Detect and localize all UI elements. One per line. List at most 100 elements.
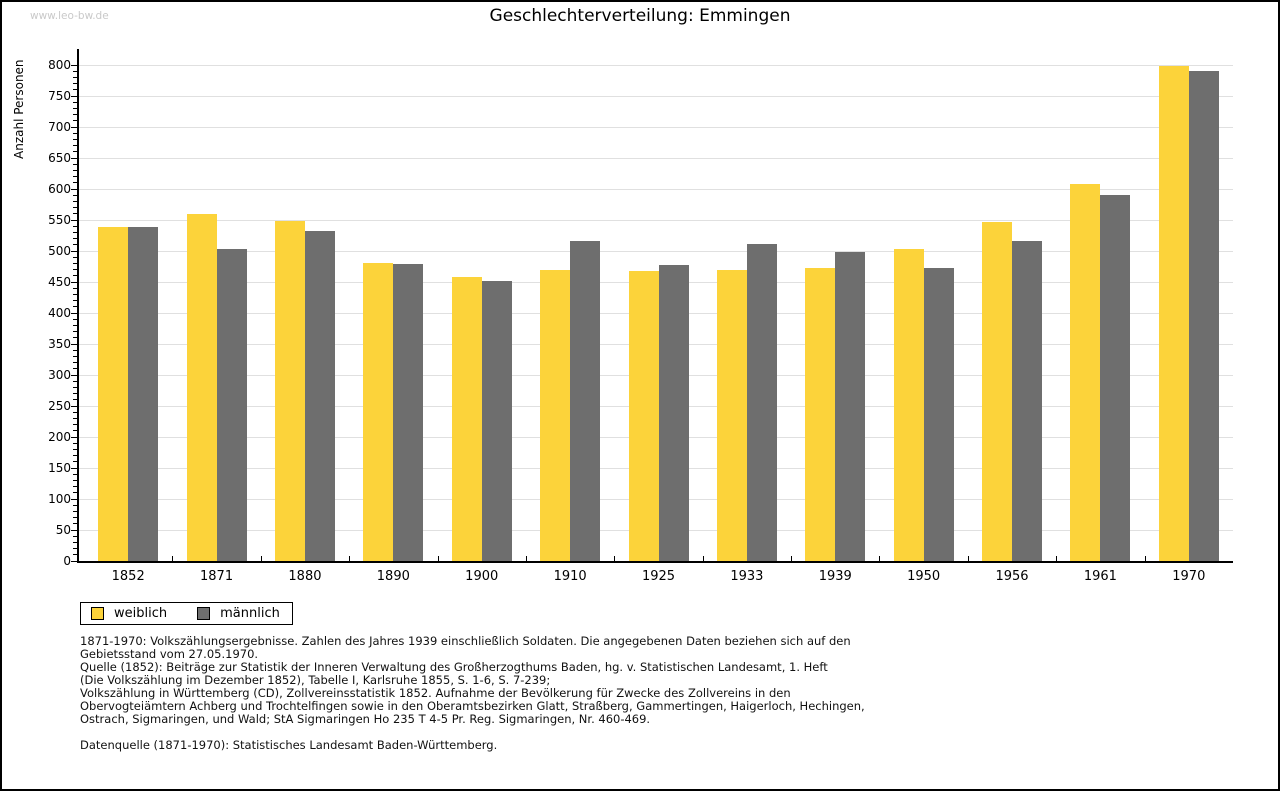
y-axis-minor-tick: [73, 417, 77, 419]
y-axis-minor-tick: [73, 399, 77, 401]
y-axis-minor-tick: [73, 411, 77, 413]
legend-swatch-maennlich: [197, 607, 211, 620]
y-tick-label: 250: [48, 399, 71, 413]
y-axis-minor-tick: [73, 207, 77, 209]
y-axis-minor-tick: [73, 541, 77, 543]
y-axis-minor-tick: [73, 114, 77, 116]
bar-maennlich: [835, 251, 866, 561]
y-axis-major-tick: [71, 498, 77, 500]
gridline: [79, 127, 1233, 128]
y-axis-minor-tick: [73, 83, 77, 85]
x-tick-label: 1910: [553, 569, 587, 584]
bar-maennlich: [658, 264, 689, 561]
y-tick-label: 350: [48, 337, 71, 351]
x-tick-label: 1925: [641, 569, 676, 584]
x-axis-group-tick: [967, 556, 969, 561]
y-axis-minor-tick: [73, 256, 77, 258]
footnote-line: Gebietsstand vom 27.05.1970.: [80, 647, 259, 661]
footnote-line: Obervogteiämtern Achberg und Trochtelfin…: [80, 699, 865, 713]
y-axis-major-tick: [71, 405, 77, 407]
footnotes: 1871-1970: Volkszählungsergebnisse. Zahl…: [80, 635, 865, 726]
y-axis-minor-tick: [73, 424, 77, 426]
y-axis-minor-tick: [73, 510, 77, 512]
x-tick-label: 1871: [200, 569, 234, 584]
y-axis-minor-tick: [73, 176, 77, 178]
x-axis-group-tick: [702, 556, 704, 561]
y-tick-label: 200: [48, 430, 71, 444]
y-tick-label: 650: [48, 151, 71, 165]
y-tick-label: 0: [63, 554, 71, 568]
bar-maennlich: [1188, 70, 1219, 561]
y-axis-minor-tick: [73, 163, 77, 165]
y-axis-minor-tick: [73, 244, 77, 246]
bar-maennlich: [393, 264, 424, 561]
x-tick-label: 1970: [1172, 569, 1206, 584]
x-axis-group-tick: [437, 556, 439, 561]
y-axis-minor-tick: [73, 523, 77, 525]
y-axis-minor-tick: [73, 120, 77, 122]
x-axis-group-tick: [1144, 556, 1146, 561]
y-axis-major-tick: [71, 250, 77, 252]
y-axis-minor-tick: [73, 324, 77, 326]
y-axis-minor-tick: [73, 287, 77, 289]
y-axis-major-tick: [71, 343, 77, 345]
bar-weiblich: [274, 220, 305, 561]
x-tick-label: 1933: [730, 569, 764, 584]
bar-weiblich: [1158, 66, 1189, 561]
bar-weiblich: [98, 227, 129, 561]
x-axis-group-tick: [260, 556, 262, 561]
footnote-line: 1871-1970: Volkszählungsergebnisse. Zahl…: [80, 634, 851, 648]
x-tick-label: 1890: [376, 569, 410, 584]
y-axis-minor-tick: [73, 293, 77, 295]
y-axis-minor-tick: [73, 554, 77, 556]
x-tick-label: 1961: [1083, 569, 1117, 584]
y-axis-minor-tick: [73, 318, 77, 320]
y-axis-title: Anzahl Personen: [12, 59, 26, 159]
y-tick-label: 550: [48, 213, 71, 227]
y-tick-label: 800: [48, 58, 71, 72]
y-axis-major-tick: [71, 529, 77, 531]
y-axis-major-tick: [71, 188, 77, 190]
x-axis-group-tick: [879, 556, 881, 561]
bar-weiblich: [363, 262, 394, 561]
bar-weiblich: [186, 213, 217, 561]
y-axis-minor-tick: [73, 486, 77, 488]
gridline: [79, 158, 1233, 159]
y-axis-minor-tick: [73, 337, 77, 339]
bar-maennlich: [216, 248, 247, 561]
x-tick-label: 1880: [288, 569, 322, 584]
watermark: www.leo-bw.de: [30, 10, 109, 22]
y-axis-minor-tick: [73, 455, 77, 457]
bar-weiblich: [716, 269, 747, 561]
bar-maennlich: [923, 267, 954, 561]
y-tick-label: 300: [48, 368, 71, 382]
legend-label: männlich: [220, 606, 280, 621]
bar-weiblich: [893, 249, 924, 561]
x-tick-label: 1956: [995, 569, 1029, 584]
y-axis-minor-tick: [73, 213, 77, 215]
y-tick-label: 450: [48, 275, 71, 289]
legend-item-weiblich: weiblich: [91, 606, 167, 621]
y-axis-minor-tick: [73, 101, 77, 103]
y-axis-minor-tick: [73, 362, 77, 364]
bar-weiblich: [540, 269, 571, 561]
y-tick-label: 750: [48, 89, 71, 103]
y-axis-major-tick: [71, 374, 77, 376]
y-axis-major-tick: [71, 281, 77, 283]
y-tick-label: 600: [48, 182, 71, 196]
y-tick-label: 50: [55, 523, 71, 537]
footnote-line: Volkszählung in Württemberg (CD), Zollve…: [80, 686, 791, 700]
y-axis-minor-tick: [73, 231, 77, 233]
y-axis-minor-tick: [73, 169, 77, 171]
y-axis-minor-tick: [73, 306, 77, 308]
y-axis-minor-tick: [73, 535, 77, 537]
data-source-note: Datenquelle (1871-1970): Statistisches L…: [80, 738, 498, 752]
footnote-line: Ostrach, Sigmaringen, und Wald; StA Sigm…: [80, 712, 651, 726]
x-axis-group-tick: [172, 556, 174, 561]
y-axis-minor-tick: [73, 355, 77, 357]
y-tick-label: 100: [48, 492, 71, 506]
x-tick-label: 1950: [907, 569, 941, 584]
legend-swatch-weiblich: [91, 607, 104, 620]
y-tick-label: 150: [48, 461, 71, 475]
